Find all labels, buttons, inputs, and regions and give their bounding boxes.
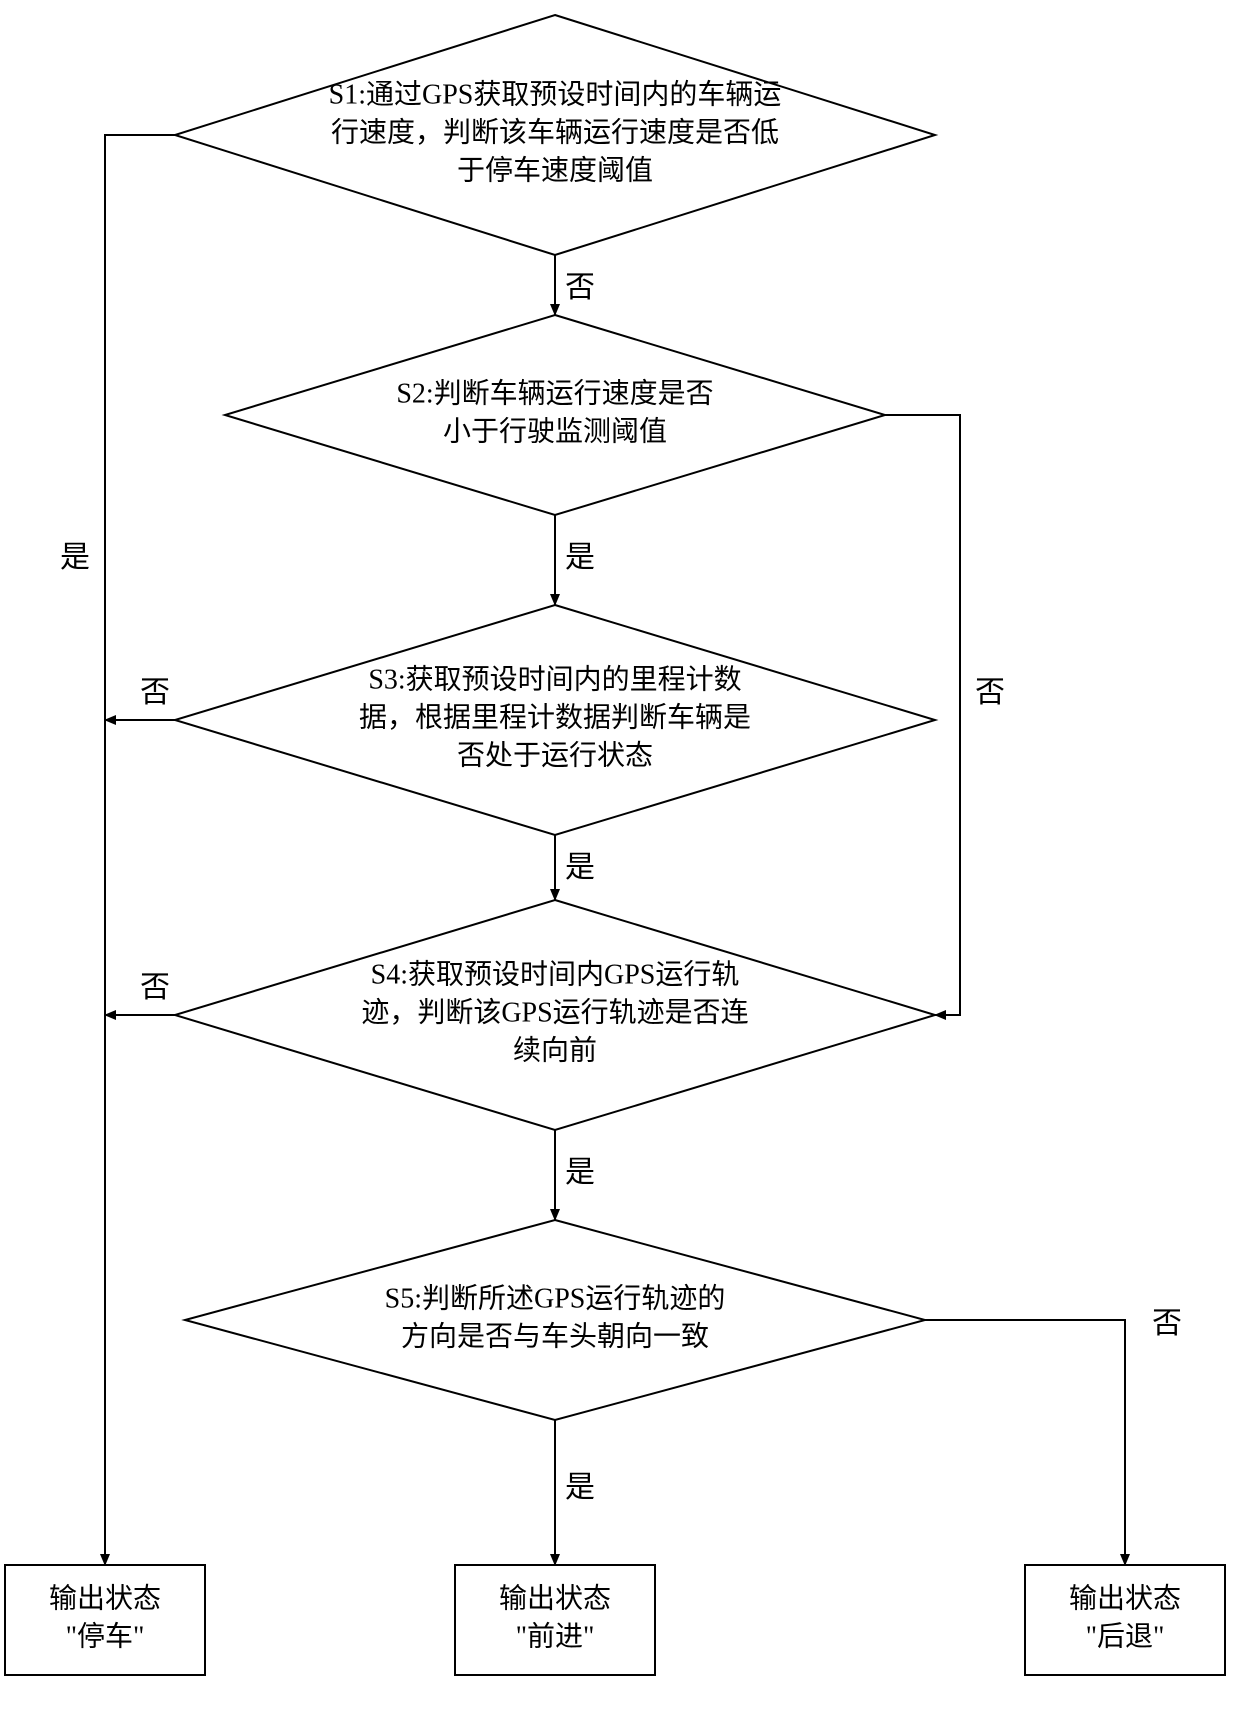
node-text-s3-line2: 否处于运行状态 — [457, 739, 653, 771]
node-text-out_stop-line1: "停车" — [66, 1620, 145, 1652]
node-text-s4-line0: S4:获取预设时间内GPS运行轨 — [371, 958, 740, 990]
edge-label-e_s4_no_stop: 否 — [140, 971, 170, 1004]
edge-e_s5_no_back — [925, 1320, 1125, 1565]
edge-label-e_s3_s4: 是 — [565, 851, 595, 884]
node-text-out_forward-line1: "前进" — [516, 1620, 595, 1652]
node-text-s3-line1: 据，根据里程计数据判断车辆是 — [359, 701, 751, 733]
node-text-out_back-line0: 输出状态 — [1069, 1582, 1181, 1614]
node-text-s5-line1: 方向是否与车头朝向一致 — [401, 1320, 709, 1352]
node-s2 — [225, 315, 885, 515]
node-out_stop — [5, 1565, 205, 1675]
node-text-out_stop-line0: 输出状态 — [49, 1582, 161, 1614]
edge-label-e_s4_s5: 是 — [565, 1156, 595, 1189]
node-text-s1-line0: S1:通过GPS获取预设时间内的车辆运 — [329, 78, 782, 110]
node-text-s1-line1: 行速度，判断该车辆运行速度是否低 — [331, 116, 779, 148]
edge-label-e_s1_s2: 否 — [565, 271, 595, 304]
edge-label-e_s2_s3: 是 — [565, 541, 595, 574]
node-text-s4-line1: 迹，判断该GPS运行轨迹是否连 — [361, 996, 748, 1028]
node-text-s2-line0: S2:判断车辆运行速度是否 — [396, 377, 713, 409]
node-s5 — [185, 1220, 925, 1420]
edge-label-e_s2_no_s4: 否 — [975, 676, 1005, 709]
node-text-s4-line2: 续向前 — [513, 1034, 597, 1066]
edge-e_s1_yes_stop — [105, 135, 175, 1565]
node-text-s2-line1: 小于行驶监测阈值 — [443, 415, 667, 447]
node-text-s5-line0: S5:判断所述GPS运行轨迹的 — [385, 1282, 726, 1314]
flowchart-canvas: 否是是是是是否否否否S1:通过GPS获取预设时间内的车辆运行速度，判断该车辆运行… — [0, 0, 1240, 1729]
node-text-out_back-line1: "后退" — [1086, 1620, 1165, 1652]
edge-label-e_s1_yes_stop: 是 — [60, 541, 90, 574]
node-text-s3-line0: S3:获取预设时间内的里程计数 — [368, 663, 741, 695]
edge-label-e_s3_no_stop: 否 — [140, 676, 170, 709]
node-out_forward — [455, 1565, 655, 1675]
node-text-s1-line2: 于停车速度阈值 — [457, 154, 653, 186]
edge-label-e_s5_forward: 是 — [565, 1471, 595, 1504]
node-text-out_forward-line0: 输出状态 — [499, 1582, 611, 1614]
edge-label-e_s5_no_back: 否 — [1152, 1307, 1182, 1340]
node-out_back — [1025, 1565, 1225, 1675]
